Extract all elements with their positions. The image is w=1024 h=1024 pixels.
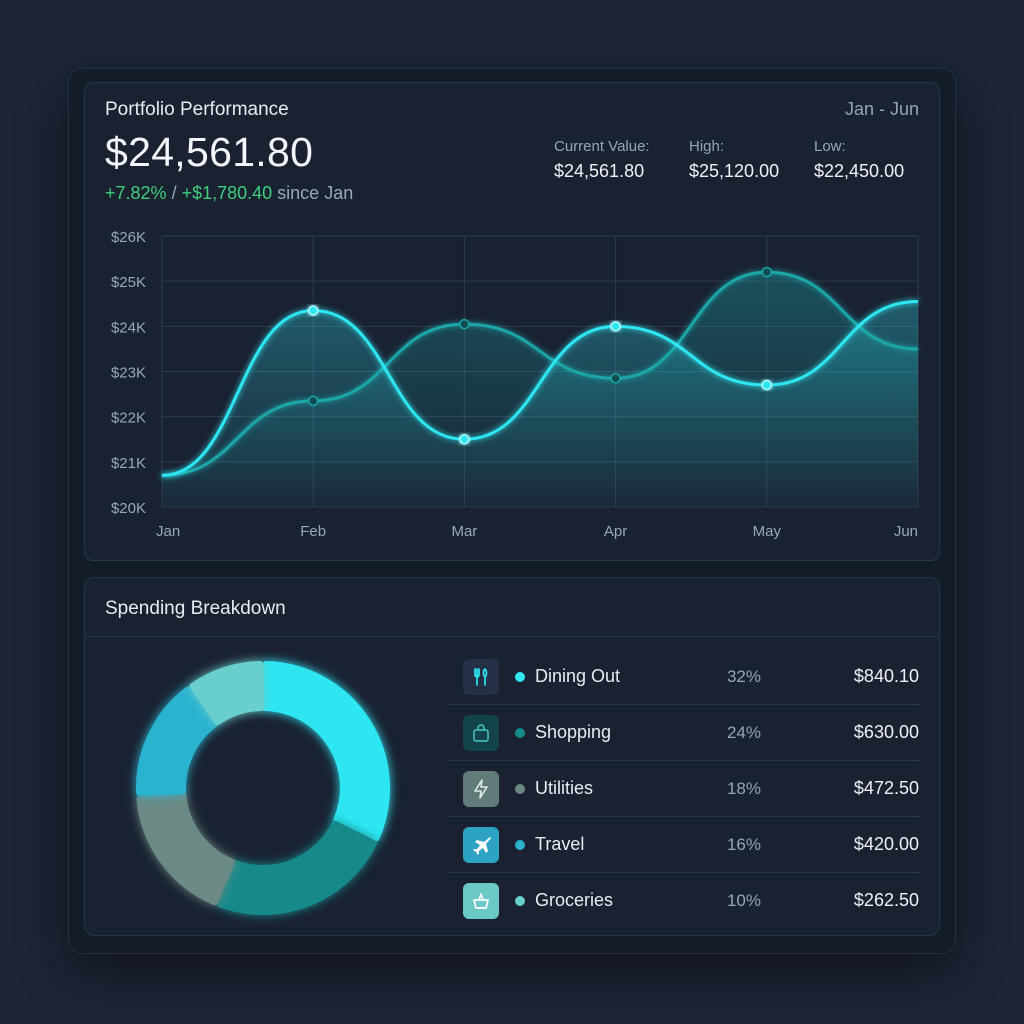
lightning-icon — [463, 770, 499, 807]
donut-segment — [136, 686, 218, 796]
donut-segment — [216, 820, 377, 915]
change-suffix: since Jan — [272, 183, 354, 203]
spending-row-groceries[interactable]: Groceries 10% $262.50 — [447, 873, 919, 928]
category-amount: $262.50 — [853, 890, 919, 910]
category-name: Shopping — [535, 722, 612, 742]
y-tick-label: $23K — [111, 365, 146, 382]
category-name: Groceries — [535, 890, 614, 910]
legend-dot — [515, 783, 525, 794]
spending-row-shopping[interactable]: Shopping 24% $630.00 — [447, 705, 919, 761]
category-percent: 16% — [726, 834, 761, 854]
category-name: Utilities — [535, 778, 594, 798]
portfolio-line-chart: $20K $21K $22K $23K $24K $25K $26K Jan Feb Mar Apr… — [111, 229, 919, 540]
x-tick-label: Jan — [156, 523, 180, 540]
data-point — [761, 266, 773, 278]
stat-low: Low: $22,450.00 — [814, 138, 904, 182]
y-tick-label: $20K — [111, 500, 146, 517]
category-percent: 18% — [726, 778, 761, 798]
y-tick-label: $25K — [111, 274, 146, 291]
series-line — [161, 270, 919, 477]
category-percent: 32% — [726, 666, 761, 686]
donut-segment — [136, 791, 235, 906]
stat-high-value: $25,120.00 — [689, 161, 780, 181]
y-tick-label: $22K — [111, 410, 146, 427]
change-percent: +7.82% — [105, 183, 167, 203]
spending-row-travel[interactable]: Travel 16% $420.00 — [447, 817, 919, 873]
category-amount: $840.10 — [853, 666, 919, 686]
x-tick-label: Jun — [894, 523, 918, 540]
spending-divider — [85, 636, 939, 637]
x-tick-label: Mar — [451, 523, 477, 540]
x-tick-label: May — [753, 523, 782, 540]
airplane-icon — [463, 826, 499, 863]
category-name: Travel — [535, 834, 585, 854]
data-point — [307, 305, 319, 316]
portfolio-change: +7.82% / +$1,780.40 since Jan — [105, 183, 353, 204]
category-amount: $630.00 — [853, 722, 919, 742]
stat-low-value: $22,450.00 — [814, 161, 905, 181]
x-tick-label: Apr — [604, 523, 627, 540]
category-amount: $472.50 — [853, 778, 919, 798]
donut-segment — [189, 661, 265, 726]
data-point — [459, 318, 470, 330]
spending-title: Spending Breakdown — [105, 598, 286, 619]
data-point — [761, 379, 773, 391]
shopping-bag-icon — [463, 714, 499, 751]
spending-row-utilities[interactable]: Utilities 18% $472.50 — [447, 761, 919, 817]
category-percent: 10% — [726, 890, 761, 910]
change-amount: +$1,780.40 — [181, 183, 273, 203]
fork-knife-icon — [463, 658, 499, 695]
x-tick-label: Feb — [300, 523, 326, 540]
dashboard-panel: $20K $21K $22K $23K $24K $25K $26K Jan Feb Mar Apr… — [68, 68, 956, 954]
stat-low-label: Low: — [814, 138, 846, 155]
stat-current: Current Value: $24,561.80 — [554, 138, 650, 182]
category-name: Dining Out — [535, 666, 621, 686]
portfolio-value: $24,561.80 — [105, 129, 314, 175]
data-point — [610, 321, 621, 332]
legend-dot — [515, 727, 525, 738]
data-point — [307, 395, 319, 407]
y-tick-label: $26K — [111, 229, 146, 246]
legend-dot — [515, 839, 525, 850]
spending-donut-chart — [136, 661, 390, 915]
data-point — [610, 373, 621, 384]
series-area — [162, 301, 918, 507]
data-point — [459, 434, 470, 445]
spending-row-dining-out[interactable]: Dining Out 32% $840.10 — [447, 649, 919, 705]
portfolio-title: Portfolio Performance — [105, 99, 289, 120]
grocery-basket-icon — [463, 882, 499, 919]
stat-high-label: High: — [689, 138, 725, 155]
stat-high: High: $25,120.00 — [689, 138, 779, 182]
portfolio-card: $20K $21K $22K $23K $24K $25K $26K Jan Feb Mar Apr… — [84, 82, 940, 561]
legend-dot — [515, 671, 525, 682]
y-tick-label: $24K — [111, 319, 146, 336]
donut-segment — [261, 661, 390, 842]
category-percent: 24% — [726, 722, 761, 742]
stat-current-label: Current Value: — [554, 138, 650, 155]
category-amount: $420.00 — [853, 834, 919, 854]
spending-card: Spending Breakdown Dining Out 32% $840.1… — [84, 577, 940, 936]
stat-current-value: $24,561.80 — [554, 161, 645, 181]
date-range-label[interactable]: Jan - Jun — [844, 99, 919, 119]
spending-list: Dining Out 32% $840.10 Shopping 24% $630… — [447, 649, 919, 928]
change-separator: / — [166, 183, 182, 203]
legend-dot — [515, 895, 525, 906]
y-tick-label: $21K — [111, 455, 146, 472]
series-line — [161, 299, 919, 477]
